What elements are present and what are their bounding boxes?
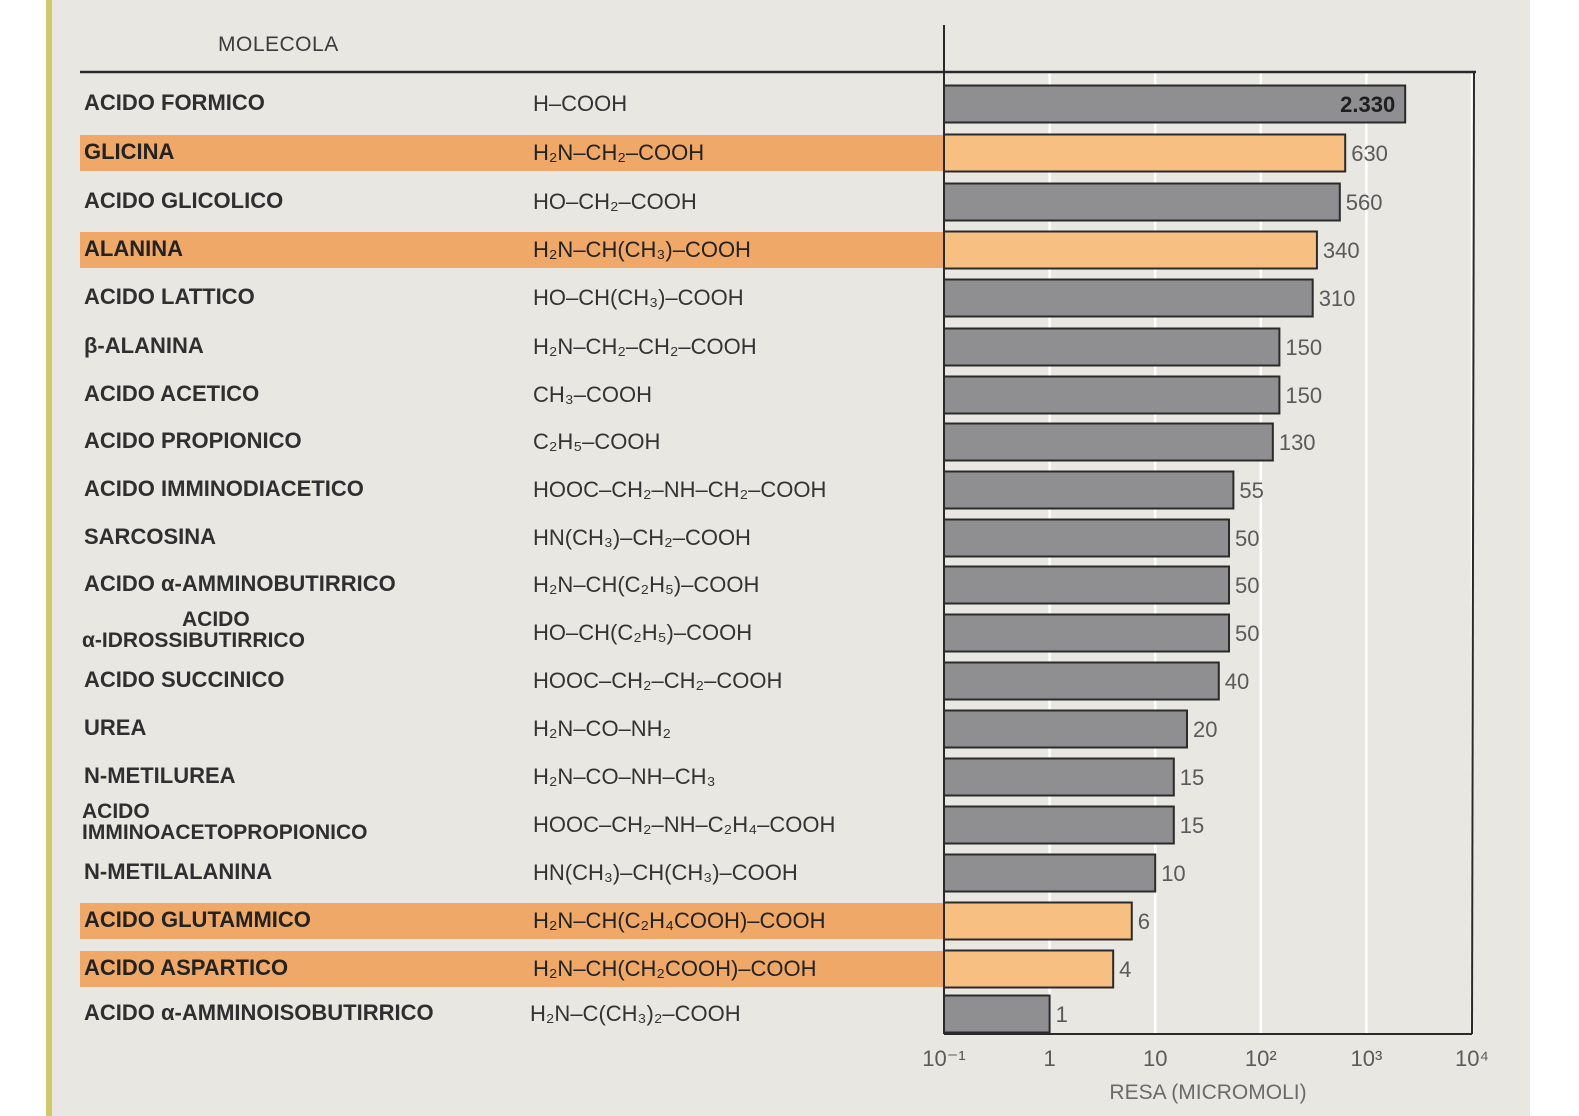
molecule-formula: HN(CH₃)–CH₂–COOH: [533, 525, 751, 550]
molecule-formula: H–COOH: [533, 91, 628, 116]
molecule-name: ACIDO FORMICO: [84, 90, 265, 115]
molecule-formula: HO–CH₂–COOH: [533, 189, 697, 214]
molecule-name: ACIDO ASPARTICO: [84, 955, 289, 980]
bar-value-label: 150: [1285, 383, 1322, 408]
bar: [943, 327, 1281, 367]
molecule-formula: HOOC–CH₂–CH₂–COOH: [533, 668, 783, 693]
bar-value-label: 15: [1180, 765, 1204, 790]
bar-value-label: 130: [1279, 430, 1316, 455]
x-tick-label: 10²: [1245, 1046, 1277, 1071]
molecule-name: ACIDO: [182, 608, 250, 631]
molecule-formula: H₂N–C(CH₃)₂–COOH: [530, 1001, 741, 1026]
bar: [943, 757, 1175, 797]
bar-value-label: 4: [1119, 957, 1131, 982]
bar-value-label: 20: [1193, 717, 1217, 742]
molecule-name: α-IDROSSIBUTIRRICO: [82, 629, 305, 652]
molecule-name: ACIDO ACETICO: [84, 381, 260, 406]
molecule-name: ACIDO: [82, 800, 150, 823]
bar-value-label: 6: [1138, 909, 1150, 934]
molecule-name: ACIDO LATTICO: [84, 284, 255, 309]
x-tick-label: 10⁴: [1455, 1046, 1489, 1071]
molecule-name: SARCOSINA: [84, 524, 217, 549]
x-tick-label: 10³: [1351, 1046, 1383, 1071]
bar-value-label: 630: [1351, 141, 1388, 166]
bar-value-label: 560: [1346, 190, 1383, 215]
bar: [943, 375, 1281, 415]
x-tick-label: 10⁻¹: [922, 1046, 965, 1071]
bar: [943, 518, 1231, 558]
highlight-band: [80, 135, 945, 171]
x-tick-label: 1: [1043, 1046, 1055, 1071]
bar-value-label: 50: [1235, 573, 1259, 598]
molecule-formula: H₂N–CH₂–COOH: [533, 140, 705, 165]
bar-value-label: 10: [1161, 861, 1185, 886]
molecule-name: β-ALANINA: [84, 333, 204, 358]
molecule-name: ACIDO α-AMMINOBUTIRRICO: [84, 571, 396, 596]
molecule-formula: H₂N–CH(C₂H₅)–COOH: [533, 572, 760, 597]
molecule-name: ACIDO PROPIONICO: [84, 428, 302, 453]
bar-value-label: 1: [1056, 1002, 1068, 1027]
molecule-formula: H₂N–CH(CH₂COOH)–COOH: [533, 956, 817, 981]
molecule-name: ACIDO GLUTAMMICO: [84, 907, 311, 932]
bar: [943, 994, 1051, 1034]
bar: [943, 422, 1274, 462]
bar: [943, 853, 1157, 893]
bar: [943, 278, 1314, 318]
molecule-formula: HN(CH₃)–CH(CH₃)–COOH: [533, 860, 798, 885]
bar-value-label: 340: [1323, 238, 1360, 263]
bar: [943, 565, 1231, 605]
highlight-band: [80, 903, 945, 939]
bar: [943, 84, 1407, 124]
bar-value-label: 150: [1285, 335, 1322, 360]
bar: [943, 230, 1318, 270]
bar-value-label: 50: [1235, 621, 1259, 646]
bar-value-label: 15: [1180, 813, 1204, 838]
molecule-name: ACIDO SUCCINICO: [84, 667, 285, 692]
bar: [943, 949, 1115, 989]
bar: [943, 805, 1175, 845]
molecule-formula: H₂N–CH(CH₃)–COOH: [533, 237, 751, 262]
plot-right-border: [1471, 71, 1475, 1035]
molecule-name: N-METILUREA: [84, 763, 236, 788]
molecule-formula: HO–CH(CH₃)–COOH: [533, 285, 744, 310]
bar: [943, 470, 1235, 510]
bar: [943, 901, 1133, 941]
molecule-name: N-METILALANINA: [84, 859, 273, 884]
bar: [943, 613, 1231, 653]
molecule-formula: H₂N–CO–NH–CH₃: [533, 764, 716, 789]
molecule-name: IMMINOACETOPROPIONICO: [82, 821, 368, 844]
molecule-formula: H₂N–CO–NH₂: [533, 716, 672, 741]
molecule-name: GLICINA: [84, 139, 175, 164]
bar-value-label: 310: [1319, 286, 1356, 311]
molecule-formula: HO–CH(C₂H₅)–COOH: [533, 620, 753, 645]
bar: [943, 182, 1341, 222]
molecule-name: ACIDO IMMINODIACETICO: [84, 476, 364, 501]
molecule-name: ACIDO GLICOLICO: [84, 188, 284, 213]
x-axis-label: RESA (MICROMOLI): [1109, 1081, 1306, 1104]
bar: [943, 661, 1220, 701]
x-tick-label: 10: [1143, 1046, 1167, 1071]
molecule-formula: CH₃–COOH: [533, 382, 652, 407]
bar: [943, 709, 1188, 749]
molecule-name: ALANINA: [84, 236, 183, 261]
column-header-molecule: MOLECOLA: [218, 33, 339, 56]
bar-value-label: 40: [1225, 669, 1249, 694]
bar: [943, 133, 1347, 173]
bar-value-label: 55: [1239, 478, 1263, 503]
molecule-name: UREA: [84, 715, 147, 740]
molecule-name: ACIDO α-AMMINOISOBUTIRRICO: [84, 1000, 434, 1025]
highlight-band: [80, 951, 945, 987]
molecule-formula: HOOC–CH₂–NH–CH₂–COOH: [533, 477, 827, 502]
molecule-formula: H₂N–CH₂–CH₂–COOH: [533, 334, 757, 359]
molecule-formula: H₂N–CH(C₂H₄COOH)–COOH: [533, 908, 826, 933]
bar-value-label: 2.330: [1340, 92, 1395, 117]
highlight-band: [80, 232, 945, 268]
molecule-formula: HOOC–CH₂–NH–C₂H₄–COOH: [533, 812, 836, 837]
molecule-formula: C₂H₅–COOH: [533, 429, 661, 454]
bar-value-label: 50: [1235, 526, 1259, 551]
